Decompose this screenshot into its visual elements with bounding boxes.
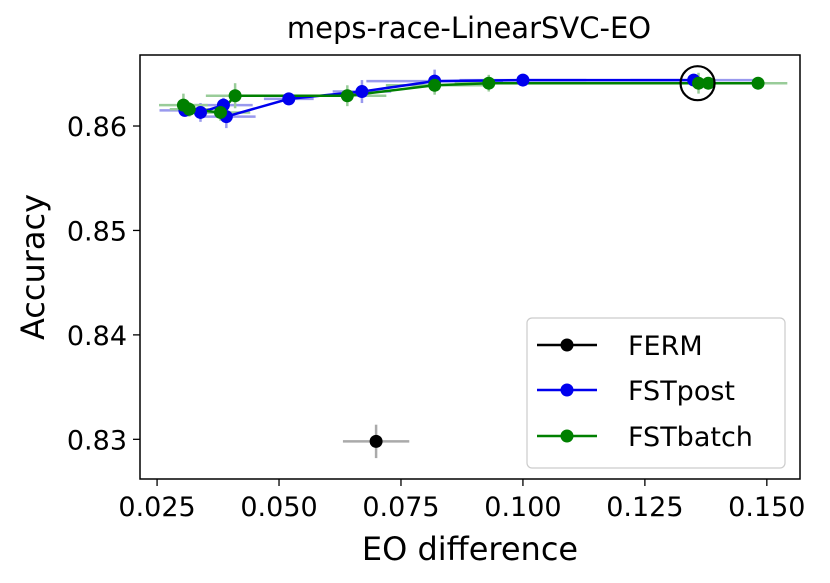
fstbatch-point xyxy=(701,76,715,90)
x-tick-label: 0.150 xyxy=(728,492,805,523)
plot-frame xyxy=(139,54,801,480)
fstbatch-point xyxy=(751,76,765,90)
y-axis-title: Accuracy xyxy=(14,194,52,340)
fstbatch-point xyxy=(428,78,442,92)
legend-marker-fstpost xyxy=(560,383,574,397)
tick-layer: 0.025 0.050 0.075 0.100 0.125 0.150 0.83 0.84 0.… xyxy=(67,112,806,523)
highlight-circle xyxy=(679,65,716,102)
highlight-layer xyxy=(679,65,716,102)
fstbatch-point xyxy=(182,102,196,116)
y-tick-label: 0.85 xyxy=(67,216,127,247)
x-tick-label: 0.025 xyxy=(118,492,195,523)
x-axis-title: EO difference xyxy=(362,530,578,568)
y-tick-label: 0.86 xyxy=(67,112,127,143)
legend-marker-ferm xyxy=(560,338,574,352)
legend-box xyxy=(526,317,786,469)
fstbatch-point xyxy=(692,76,706,90)
fstpost-point xyxy=(516,73,530,87)
fstbatch-point xyxy=(228,89,242,103)
series-layer xyxy=(176,73,765,448)
chart-title: meps-race-LinearSVC-EO xyxy=(287,11,651,45)
y-tick-label: 0.83 xyxy=(67,425,127,456)
fstbatch-point xyxy=(213,105,227,119)
x-tick-label: 0.075 xyxy=(362,492,439,523)
legend-label-fstbatch: FSTbatch xyxy=(628,422,753,453)
legend-label-ferm: FERM xyxy=(628,331,703,362)
x-tick-label: 0.125 xyxy=(606,492,683,523)
fstbatch-point xyxy=(340,89,354,103)
x-tick-label: 0.050 xyxy=(240,492,317,523)
fstpost-point xyxy=(282,92,296,106)
ferm-point xyxy=(369,434,383,448)
y-tick-label: 0.84 xyxy=(67,321,127,352)
legend: FERM FSTpost FSTbatch xyxy=(526,317,786,469)
fstbatch-point xyxy=(482,76,496,90)
fstpost-point xyxy=(193,105,207,119)
legend-label-fstpost: FSTpost xyxy=(628,376,735,407)
fstpost-point xyxy=(355,85,369,99)
x-tick-label: 0.100 xyxy=(484,492,561,523)
legend-marker-fstbatch xyxy=(560,429,574,443)
